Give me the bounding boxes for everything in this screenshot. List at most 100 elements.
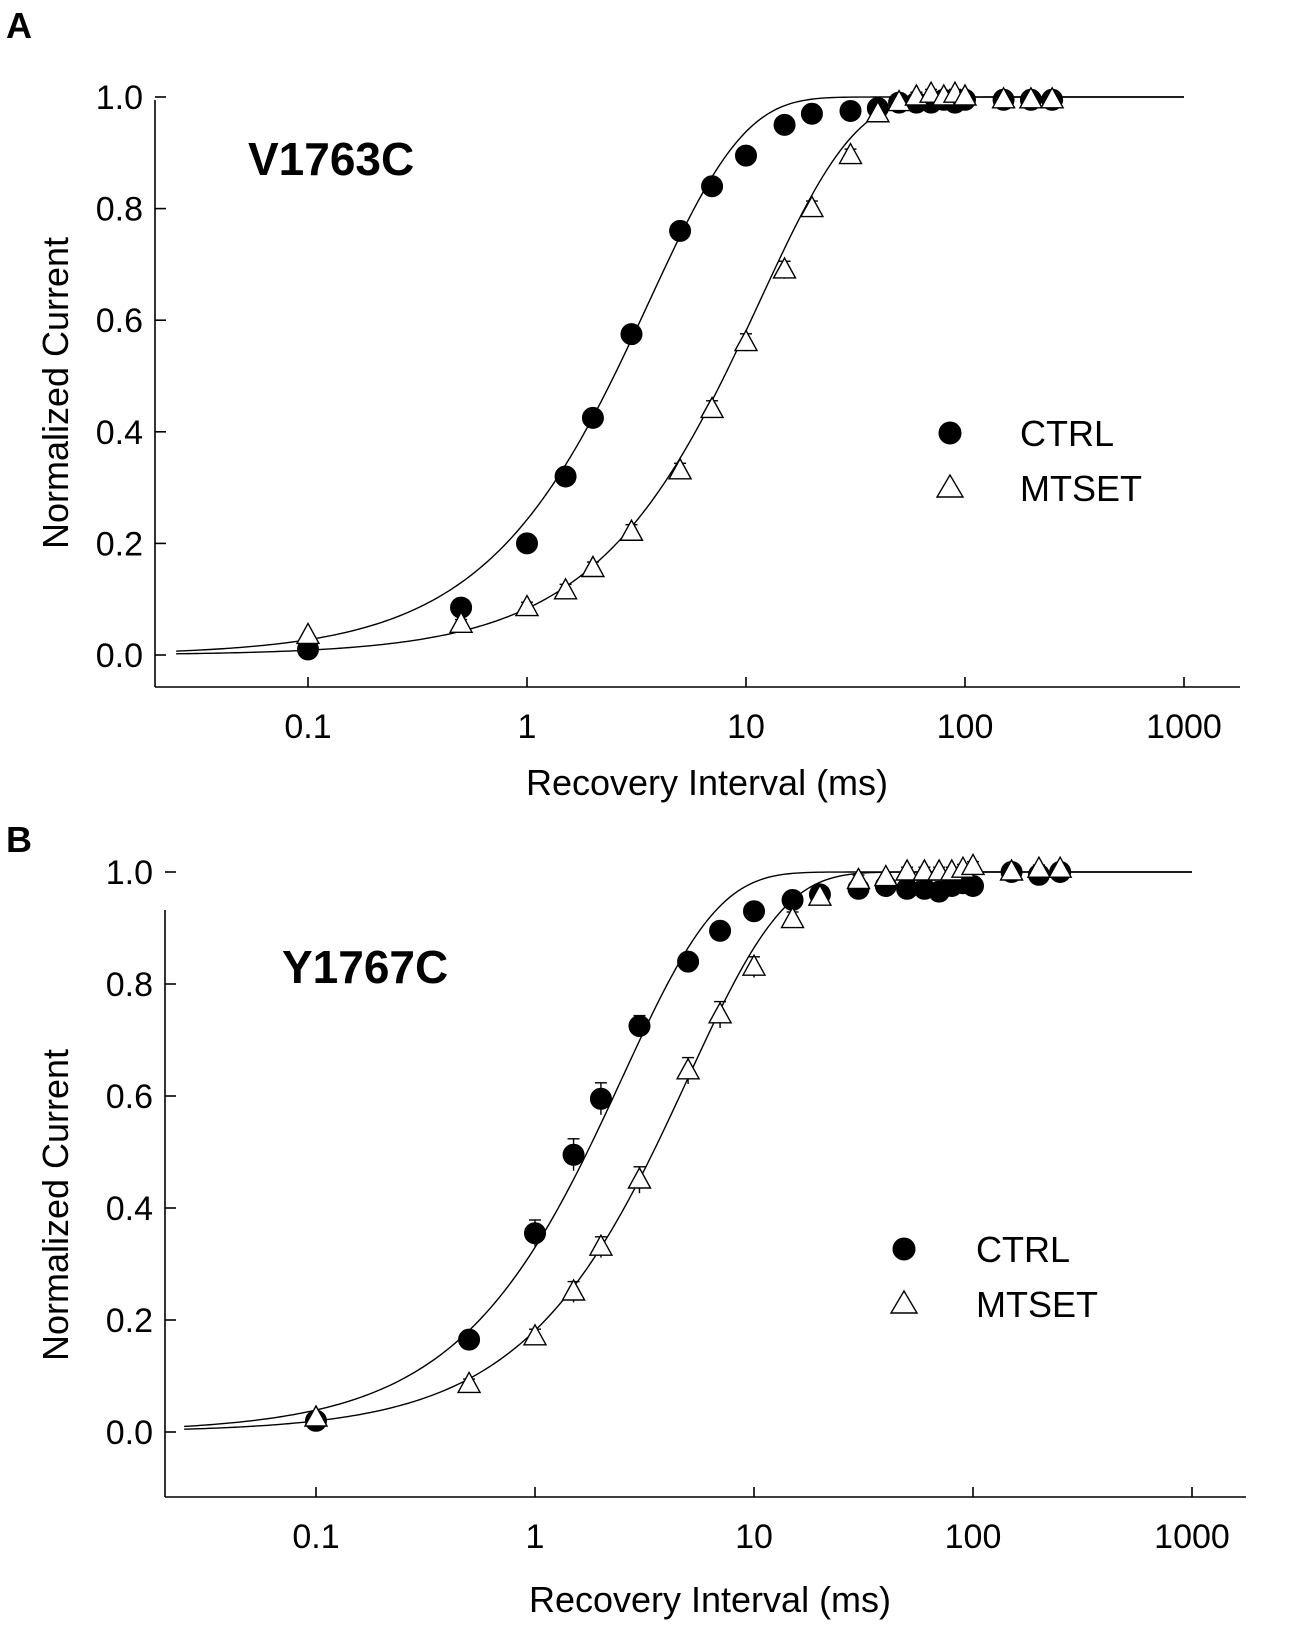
y-axis-title: Normalized Current bbox=[35, 237, 76, 549]
mtset-point bbox=[514, 594, 540, 617]
mtset-point bbox=[619, 518, 644, 541]
legend-mtset-marker bbox=[889, 1289, 919, 1314]
x-tick-label: 1 bbox=[526, 1518, 545, 1556]
legend-mtset-label: MTSET bbox=[976, 1284, 1098, 1325]
y-tick-label: 0.8 bbox=[96, 191, 143, 229]
ctrl-point bbox=[581, 406, 604, 429]
legend-ctrl-marker bbox=[892, 1237, 916, 1261]
y-tick-label: 0.8 bbox=[106, 966, 153, 1004]
y-tick-label: 1.0 bbox=[106, 854, 153, 892]
mtset-point bbox=[295, 622, 321, 645]
x-tick-label: 100 bbox=[937, 708, 994, 746]
mtset-point bbox=[1047, 855, 1073, 878]
ctrl-point bbox=[554, 465, 577, 488]
mtset-point bbox=[741, 953, 767, 976]
y-tick-label: 0.6 bbox=[106, 1078, 153, 1116]
construct-label: V1763C bbox=[248, 133, 414, 185]
mtset-point bbox=[873, 864, 899, 887]
y-tick-label: 0.6 bbox=[96, 302, 143, 340]
mtset-point bbox=[960, 852, 986, 876]
y-tick-label: 0.2 bbox=[96, 525, 143, 563]
legend: CTRL MTSET bbox=[935, 413, 1142, 509]
ctrl-point bbox=[628, 1015, 651, 1037]
ctrl-point bbox=[589, 1087, 612, 1110]
y-axis-title: Normalized Current bbox=[35, 1049, 76, 1361]
mtset-point bbox=[667, 457, 693, 480]
y-ticks: 0.0 0.2 0.4 0.6 0.8 1.0 bbox=[96, 79, 166, 675]
x-tick-label: 1000 bbox=[1146, 708, 1222, 746]
y-ticks: 0.0 0.2 0.4 0.6 0.8 1.0 bbox=[106, 854, 176, 1452]
mtset-point bbox=[1026, 855, 1052, 878]
y-tick-label: 0.0 bbox=[106, 1414, 153, 1452]
legend-ctrl-label: CTRL bbox=[1020, 413, 1114, 454]
construct-label: Y1767C bbox=[282, 941, 448, 993]
x-tick-label: 0.1 bbox=[292, 1518, 339, 1556]
mtset-point bbox=[865, 100, 891, 123]
legend-ctrl-label: CTRL bbox=[976, 1229, 1070, 1270]
ctrl-point bbox=[620, 323, 643, 346]
mtset-point bbox=[838, 142, 863, 165]
ctrl-point bbox=[516, 532, 538, 555]
y-tick-label: 0.2 bbox=[106, 1302, 153, 1340]
mtset-point bbox=[846, 866, 871, 890]
mtset-point bbox=[561, 1278, 586, 1301]
ctrl-point bbox=[709, 919, 732, 942]
ctrl-point bbox=[962, 875, 984, 897]
mtset-point bbox=[952, 83, 978, 106]
mtset-point bbox=[699, 396, 725, 419]
ctrl-point bbox=[839, 99, 862, 122]
mtset-point bbox=[627, 1166, 652, 1189]
panel-b: B Y1767C Normalized Current Recovery Int… bbox=[6, 819, 1246, 1620]
x-ticks: 0.1 1 10 100 1000 bbox=[292, 1487, 1230, 1556]
mtset-point bbox=[456, 1370, 482, 1394]
mtset-point bbox=[303, 1404, 329, 1427]
mtset-point bbox=[448, 610, 474, 634]
ctrl-point bbox=[735, 144, 757, 167]
x-axis-title: Recovery Interval (ms) bbox=[529, 1579, 891, 1620]
ctrl-point bbox=[773, 113, 796, 136]
mtset-point bbox=[894, 858, 920, 881]
x-tick-label: 0.1 bbox=[284, 708, 331, 746]
ctrl-point bbox=[800, 102, 823, 125]
x-tick-label: 1000 bbox=[1154, 1518, 1230, 1556]
panel-a: A V1763C Normalized Current Recovery Int… bbox=[6, 5, 1240, 803]
mtset-point bbox=[707, 1001, 733, 1024]
mtset-point bbox=[780, 906, 805, 929]
mtset-point bbox=[588, 1233, 614, 1256]
mtset-point bbox=[675, 1057, 701, 1080]
y-tick-label: 0.4 bbox=[96, 414, 143, 452]
ctrl-point bbox=[562, 1143, 585, 1166]
mtset-point bbox=[580, 555, 606, 578]
legend-mtset-marker bbox=[935, 473, 965, 498]
mtset-point bbox=[991, 86, 1016, 109]
mtset-point bbox=[807, 883, 833, 906]
ctrl-point bbox=[677, 950, 700, 973]
x-axis-title: Recovery Interval (ms) bbox=[526, 762, 888, 803]
mtset-point bbox=[999, 858, 1024, 881]
y-tick-label: 0.0 bbox=[96, 637, 143, 675]
panel-label: B bbox=[6, 819, 32, 860]
ctrl-point bbox=[458, 1328, 481, 1351]
mtset-point bbox=[553, 577, 578, 600]
mtset-point bbox=[772, 256, 797, 279]
ctrl-point bbox=[524, 1222, 546, 1245]
y-tick-label: 0.4 bbox=[106, 1190, 153, 1228]
data-points bbox=[295, 80, 1065, 661]
data-points bbox=[303, 852, 1073, 1432]
x-tick-label: 10 bbox=[735, 1518, 773, 1556]
panel-label: A bbox=[6, 5, 32, 46]
mtset-point bbox=[522, 1323, 548, 1346]
legend-ctrl-marker bbox=[938, 421, 962, 445]
mtset-point bbox=[1018, 86, 1044, 109]
mtset-point bbox=[1039, 86, 1065, 109]
legend: CTRL MTSET bbox=[889, 1229, 1098, 1325]
legend-mtset-label: MTSET bbox=[1020, 468, 1142, 509]
ctrl-point bbox=[701, 175, 724, 198]
y-tick-label: 1.0 bbox=[96, 79, 143, 117]
mtset-point bbox=[799, 195, 825, 218]
x-tick-label: 1 bbox=[518, 708, 537, 746]
ctrl-point bbox=[669, 219, 692, 242]
ctrl-point bbox=[743, 900, 765, 923]
mtset-point bbox=[733, 329, 759, 352]
